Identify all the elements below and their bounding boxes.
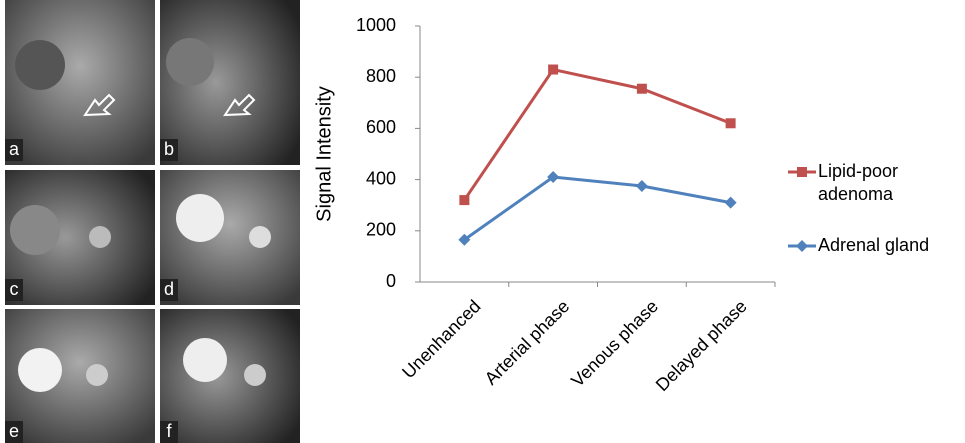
y-tick-label: 800 (366, 66, 396, 86)
mri-structure (244, 364, 266, 386)
panel-labels: a b c d e f (5, 139, 178, 443)
mri-structure (89, 226, 111, 248)
panel-label-bg (160, 139, 178, 161)
panel-label: c (10, 279, 19, 299)
panel-label: b (164, 139, 174, 159)
image-panels (5, 0, 300, 443)
series-line (463, 175, 731, 241)
panel-label-bg (160, 279, 178, 301)
legend-label: Adrenal gland (818, 235, 930, 255)
mri-panel (160, 309, 300, 443)
point (547, 171, 560, 184)
panel-label: f (166, 421, 172, 441)
x-tick-label: Delayed phase (652, 296, 751, 395)
mri-structure (10, 205, 60, 255)
legend-item: Lipid-poor adenoma (786, 160, 965, 206)
x-tick-label: Venous phase (567, 296, 662, 391)
mri-structure (249, 226, 271, 248)
panel-label: d (164, 279, 174, 299)
mri-structure (166, 38, 214, 86)
panel-label-bg (5, 279, 23, 301)
y-tick-label: 600 (366, 117, 396, 137)
series-line (463, 67, 732, 201)
x-tick-label: Unenhanced (398, 296, 484, 382)
legend-item: Adrenal gland (786, 234, 965, 257)
panel-label-bg (5, 139, 23, 161)
mri-panel (160, 170, 300, 305)
legend-swatch (788, 240, 816, 252)
point (635, 180, 648, 192)
legend-marker (796, 240, 808, 252)
panel-label: a (9, 139, 20, 159)
legend-label: Lipid-poor adenoma (818, 161, 899, 204)
mri-structure (15, 40, 65, 90)
legend-swatch (788, 167, 816, 177)
point (458, 233, 471, 246)
mri-structure (176, 194, 224, 242)
panel-label-bg (5, 421, 23, 443)
arrow (223, 93, 256, 117)
panel-label: e (9, 421, 19, 441)
point (548, 64, 559, 75)
y-tick-label: 400 (366, 168, 396, 188)
point (459, 195, 470, 206)
y-tick-label: 1000 (356, 15, 396, 35)
point (724, 196, 737, 209)
x-tick-label: Arterial phase (481, 296, 574, 389)
panel-label-bg (160, 421, 178, 443)
mri-structure (18, 348, 62, 392)
mri-structure (86, 364, 108, 386)
point (725, 118, 736, 129)
y-tick-label: 0 (386, 271, 396, 291)
point (636, 83, 647, 94)
mri-structure (183, 338, 227, 382)
legend-marker (797, 167, 807, 177)
arrow (83, 93, 116, 117)
y-axis-label: Signal Intensity (313, 86, 335, 222)
y-tick-label: 200 (366, 220, 396, 240)
